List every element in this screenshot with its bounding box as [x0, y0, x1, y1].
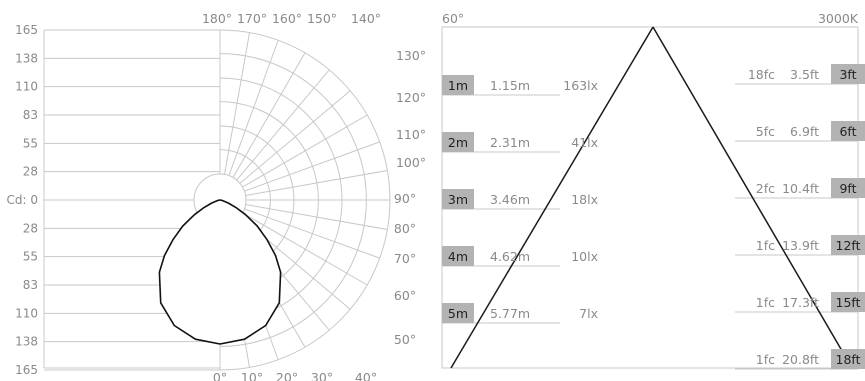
- polar-r-tick-label: 165: [15, 23, 38, 37]
- polar-spoke: [245, 204, 388, 231]
- imperial-distance-badge: [831, 349, 865, 369]
- polar-angle-label: 70°: [394, 251, 416, 266]
- polar-angle-label: 90°: [394, 191, 416, 206]
- metric-beam-diameter: 5.77m: [490, 306, 530, 321]
- metric-illuminance: 18lx: [571, 192, 598, 207]
- polar-angle-label: 170°: [237, 11, 267, 26]
- metric-distance-label: 5m: [448, 306, 468, 321]
- color-temp-label: 3000K: [818, 11, 859, 26]
- cone-right-edge: [652, 26, 853, 369]
- polar-angle-label: 100°: [396, 155, 426, 170]
- metric-illuminance: 10lx: [571, 249, 598, 264]
- imperial-illuminance: 2fc: [756, 181, 775, 196]
- beam-angle-label: 60°: [442, 11, 464, 26]
- polar-angle-label: 20°: [276, 370, 298, 381]
- metric-distance-label: 1m: [448, 78, 468, 93]
- imperial-illuminance: 5fc: [756, 124, 775, 139]
- polar-r-tick-label: 165: [15, 363, 38, 377]
- polar-angle-label: 160°: [272, 11, 302, 26]
- polar-angle-label: 0°: [213, 370, 227, 381]
- polar-r-tick-label: 83: [23, 278, 38, 292]
- polar-angle-label: 140°: [351, 11, 381, 26]
- polar-r-tick-label: 55: [23, 250, 38, 264]
- metric-distance-badge: [442, 132, 474, 152]
- imperial-beam-diameter: 3.5ft: [790, 67, 819, 82]
- polar-angle-label: 120°: [396, 90, 426, 105]
- imperial-distance-badge: [831, 292, 865, 312]
- polar-spoke: [242, 212, 368, 286]
- candela-curve: [158, 199, 282, 345]
- polar-angle-label: 50°: [394, 332, 416, 347]
- polar-r-tick-label: 28: [23, 221, 38, 235]
- imperial-distance-label: 18ft: [836, 352, 861, 367]
- metric-distance-badge: [442, 246, 474, 266]
- imperial-beam-diameter: 13.9ft: [782, 238, 819, 253]
- polar-angle-label: 110°: [396, 127, 426, 142]
- polar-spoke: [244, 141, 380, 192]
- polar-angle-label: 60°: [394, 288, 416, 303]
- polar-spoke: [236, 69, 330, 181]
- polar-r-tick-label: 28: [23, 165, 38, 179]
- imperial-distance-label: 9ft: [839, 181, 856, 196]
- polar-spoke: [228, 40, 279, 176]
- polar-angle-label: 80°: [394, 221, 416, 236]
- polar-spoke: [239, 90, 351, 184]
- polar-angle-label: 40°: [355, 370, 377, 381]
- polar-candela-chart: 165 138 110 83 55 28 Cd: 0 28 55 83 110 138 165 180° 1…: [7, 11, 427, 381]
- metric-illuminance: 163lx: [563, 78, 598, 93]
- metric-distance-badge: [442, 75, 474, 95]
- imperial-distance-badge: [831, 235, 865, 255]
- imperial-distance-label: 3ft: [839, 67, 856, 82]
- polar-angle-label: 180°: [202, 11, 232, 26]
- polar-spoke: [244, 208, 380, 259]
- metric-beam-diameter: 2.31m: [490, 135, 530, 150]
- imperial-illuminance: 1fc: [756, 238, 775, 253]
- polar-r-tick-label: 110: [15, 80, 38, 94]
- polar-angle-label: 150°: [307, 11, 337, 26]
- polar-r-tick-label: 110: [15, 306, 38, 320]
- metric-distance-label: 2m: [448, 135, 468, 150]
- polar-r-tick-label: 138: [15, 51, 38, 65]
- metric-beam-diameter: 3.46m: [490, 192, 530, 207]
- imperial-illuminance: 1fc: [756, 295, 775, 310]
- polar-spoke: [245, 169, 388, 196]
- beam-cone-chart: 60° 3000K 1m 1.15m 163lx 2m 2.31m 41lx 3m 3.46m 18…: [441, 11, 865, 370]
- imperial-distance-badge: [831, 64, 865, 84]
- imperial-distance-label: 6ft: [839, 124, 856, 139]
- polar-r-tick-label: 138: [15, 335, 38, 349]
- polar-r-tick-label: 83: [23, 108, 38, 122]
- polar-angle-label: 10°: [241, 370, 263, 381]
- metric-distance-badge: [442, 303, 474, 323]
- imperial-illuminance: 1fc: [756, 352, 775, 367]
- polar-angle-label: 130°: [396, 48, 426, 63]
- metric-illuminance: 7lx: [579, 306, 598, 321]
- polar-spoke: [224, 32, 251, 175]
- imperial-beam-diameter: 6.9ft: [790, 124, 819, 139]
- imperial-illuminance: 18fc: [748, 67, 775, 82]
- polar-angle-label: 30°: [311, 370, 333, 381]
- imperial-beam-diameter: 17.3ft: [782, 295, 819, 310]
- imperial-beam-diameter: 20.8ft: [782, 352, 819, 367]
- metric-distance-badge: [442, 189, 474, 209]
- imperial-beam-diameter: 10.4ft: [782, 181, 819, 196]
- imperial-distance-label: 12ft: [836, 238, 861, 253]
- metric-beam-diameter: 1.15m: [490, 78, 530, 93]
- polar-r-tick-label: 55: [23, 136, 38, 150]
- metric-distance-label: 3m: [448, 192, 468, 207]
- metric-beam-diameter: 4.62m: [490, 249, 530, 264]
- polar-spoke: [232, 52, 306, 178]
- imperial-distance-label: 15ft: [836, 295, 861, 310]
- metric-distance-label: 4m: [448, 249, 468, 264]
- imperial-distance-badge: [831, 178, 865, 198]
- cone-left-edge: [450, 26, 654, 369]
- metric-illuminance: 41lx: [571, 135, 598, 150]
- imperial-distance-badge: [831, 121, 865, 141]
- polar-axis-label: Cd: 0: [7, 193, 39, 207]
- polar-spoke: [242, 114, 368, 188]
